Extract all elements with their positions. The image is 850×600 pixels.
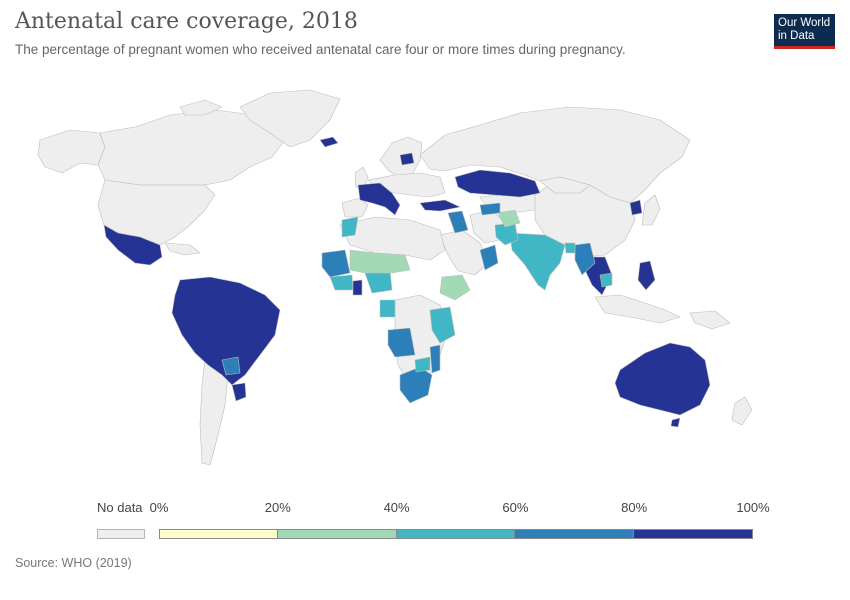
legend-bin-60-80[interactable]	[515, 529, 635, 539]
region-angola[interactable]	[387, 327, 416, 358]
region-paraguay[interactable]	[221, 356, 241, 376]
region-gabon-congo[interactable]	[379, 299, 396, 318]
region-arabia[interactable]	[439, 229, 489, 276]
region-france-italy[interactable]	[357, 182, 401, 216]
region-mongolia[interactable]	[539, 176, 591, 194]
chart-title: Antenatal care coverage, 2018	[15, 9, 358, 34]
region-west-africa[interactable]	[329, 274, 354, 291]
region-sahel[interactable]	[349, 249, 411, 274]
region-afghanistan[interactable]	[497, 209, 521, 228]
region-ethiopia[interactable]	[439, 274, 471, 301]
region-iceland[interactable]	[319, 136, 339, 148]
region-zimbabwe[interactable]	[414, 356, 431, 373]
region-canadian-islands[interactable]	[179, 99, 223, 116]
legend-no-data-swatch	[97, 529, 145, 539]
region-kazakhstan[interactable]	[454, 169, 541, 198]
region-uruguay[interactable]	[231, 382, 247, 402]
region-new-guinea[interactable]	[689, 310, 731, 330]
legend-bin-80-100[interactable]	[634, 529, 753, 539]
region-oman-yemen[interactable]	[479, 244, 499, 271]
region-morocco[interactable]	[341, 216, 359, 238]
region-uzbekistan[interactable]	[479, 202, 501, 216]
region-new-zealand[interactable]	[731, 396, 753, 426]
logo-line-2: in Data	[778, 30, 815, 42]
region-ghana[interactable]	[352, 279, 363, 296]
region-indonesia[interactable]	[594, 294, 681, 324]
logo-line-1: Our World	[778, 17, 831, 29]
region-nigeria[interactable]	[364, 270, 393, 294]
region-north-africa[interactable]	[339, 216, 446, 261]
legend-bin-0-20[interactable]	[159, 529, 278, 539]
region-tanzania-kenya[interactable]	[429, 306, 456, 344]
world-map	[37, 89, 753, 466]
legend-tick-label: 0%	[149, 500, 169, 515]
region-iraq-syria[interactable]	[447, 210, 469, 234]
region-india[interactable]	[509, 232, 566, 291]
region-australia[interactable]	[614, 342, 711, 416]
region-korea[interactable]	[629, 199, 643, 216]
legend-tick-label: 100%	[736, 500, 770, 515]
region-uk[interactable]	[354, 166, 369, 190]
region-bangladesh[interactable]	[564, 242, 576, 254]
region-turkey[interactable]	[419, 199, 461, 212]
region-russia[interactable]	[419, 106, 691, 204]
region-mauritania[interactable]	[321, 249, 351, 278]
region-greenland[interactable]	[239, 89, 341, 148]
legend-tick-label: 40%	[383, 500, 410, 515]
legend-no-data-label: No data	[97, 500, 143, 515]
region-mozambique[interactable]	[429, 344, 441, 374]
legend-tick-label: 60%	[502, 500, 529, 515]
region-poland[interactable]	[399, 152, 415, 166]
region-caribbean[interactable]	[164, 242, 201, 256]
owid-logo[interactable]: Our World in Data	[774, 14, 835, 49]
legend-tick-label: 80%	[621, 500, 648, 515]
source-note: Source: WHO (2019)	[15, 556, 132, 570]
region-myanmar[interactable]	[574, 242, 596, 276]
region-iberia[interactable]	[341, 197, 369, 218]
region-cambodia-vietnam[interactable]	[599, 272, 613, 288]
region-alaska[interactable]	[37, 129, 106, 174]
legend-bin-40-60[interactable]	[396, 529, 516, 539]
legend-tick-label: 20%	[264, 500, 291, 515]
region-south-america-north[interactable]	[171, 276, 281, 386]
chart-subtitle: The percentage of pregnant women who rec…	[15, 42, 626, 57]
region-japan[interactable]	[641, 194, 661, 226]
region-tasmania[interactable]	[670, 417, 681, 428]
region-philippines[interactable]	[637, 260, 656, 291]
legend-bin-20-40[interactable]	[277, 529, 397, 539]
region-mexico[interactable]	[103, 224, 163, 266]
